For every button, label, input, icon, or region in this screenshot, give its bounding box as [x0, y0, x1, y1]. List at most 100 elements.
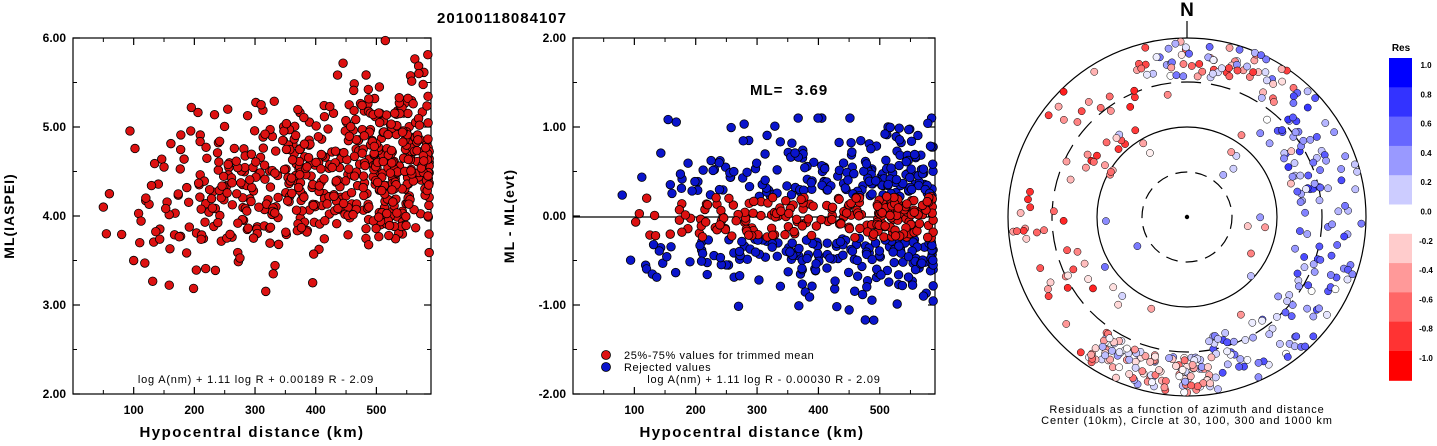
data-point: [387, 185, 397, 195]
trimmed-mean-point: [728, 200, 739, 210]
trimmed-mean-point: [841, 208, 852, 218]
station-point: [1217, 64, 1226, 73]
data-point: [343, 230, 353, 240]
data-point: [279, 164, 290, 175]
rejected-point: [772, 251, 782, 262]
data-point: [293, 182, 304, 193]
station-point: [1177, 50, 1186, 59]
trimmed-mean-point: [882, 191, 892, 202]
y-tick-label: 6.00: [43, 31, 67, 45]
station-point: [1187, 62, 1196, 70]
rejected-point: [928, 159, 938, 169]
y-tick-label: 2.00: [43, 387, 67, 401]
rejected-point: [785, 247, 795, 257]
data-point: [247, 182, 257, 193]
station-point: [1301, 342, 1310, 351]
data-point: [176, 130, 186, 140]
data-point: [307, 278, 318, 288]
station-point: [1249, 333, 1257, 342]
station-point: [1341, 152, 1350, 161]
station-point: [1022, 234, 1031, 243]
data-point: [384, 220, 395, 231]
y-tick-label: 1.00: [543, 120, 567, 134]
station-point: [1353, 167, 1361, 176]
station-point: [1310, 179, 1319, 188]
station-point: [1186, 372, 1195, 381]
station-point: [1261, 223, 1269, 232]
data-point: [273, 192, 283, 203]
data-point: [130, 143, 140, 154]
station-point: [1300, 263, 1309, 272]
rejected-point: [809, 157, 819, 168]
station-point: [1340, 232, 1349, 241]
station-point: [1293, 187, 1302, 196]
data-point: [265, 182, 276, 192]
data-point: [351, 114, 361, 125]
station-point: [1288, 301, 1297, 309]
station-point: [1105, 334, 1114, 343]
station-point: [1106, 107, 1115, 115]
data-point: [270, 208, 280, 218]
station-point: [1326, 271, 1335, 279]
station-point: [1309, 312, 1318, 321]
rejected-point: [894, 241, 904, 251]
legend-label-rejected: Rejected values: [624, 362, 711, 374]
data-point: [222, 188, 232, 198]
station-point: [1243, 356, 1252, 364]
station-point: [1225, 72, 1234, 81]
station-point: [1123, 344, 1131, 353]
rejected-point: [811, 259, 821, 269]
station-point: [1214, 385, 1222, 394]
data-point: [225, 229, 235, 240]
station-point: [1152, 53, 1161, 61]
station-point: [1303, 230, 1312, 238]
colorbar-cell: [1389, 233, 1412, 264]
station-point: [1303, 304, 1311, 313]
rejected-point: [807, 281, 817, 291]
station-point: [1073, 118, 1082, 126]
data-point: [200, 263, 211, 274]
x-tick-label: 300: [747, 403, 767, 417]
rejected-point: [901, 157, 911, 167]
station-point: [1064, 271, 1072, 280]
station-point: [1256, 129, 1265, 138]
rejected-point: [797, 263, 807, 274]
station-point: [1036, 264, 1045, 272]
data-point: [125, 126, 135, 136]
data-point: [423, 91, 433, 102]
station-point: [1280, 154, 1288, 163]
station-point: [1138, 367, 1147, 376]
rejected-point: [849, 169, 859, 179]
trimmed-mean-point: [850, 232, 860, 243]
x-axis-label: Hypocentral distance (km): [139, 424, 364, 441]
trimmed-mean-point: [811, 221, 822, 231]
data-point: [146, 180, 157, 191]
data-point: [349, 151, 360, 162]
y-axis-label: ML(IASPEI): [1, 173, 17, 258]
station-point: [1146, 149, 1154, 157]
data-point: [243, 223, 253, 233]
azimuth-distance-residual-map: N Residuals as a function of azimuth and…: [1007, 0, 1367, 427]
data-point: [206, 193, 217, 204]
station-point: [1257, 51, 1265, 60]
station-point: [1315, 304, 1323, 313]
station-point: [1300, 253, 1309, 261]
colorbar-cell: [1389, 292, 1412, 323]
station-point: [1303, 103, 1312, 112]
rejected-point: [738, 136, 748, 146]
data-point: [357, 100, 367, 111]
data-point: [322, 199, 332, 209]
event-title: 20100118084107: [437, 10, 567, 27]
ml-value: 3.69: [795, 82, 828, 99]
rejected-point: [888, 247, 898, 257]
station-point: [1209, 56, 1218, 64]
station-point: [1185, 49, 1193, 58]
rejected-point: [905, 172, 915, 183]
station-point: [1221, 329, 1230, 337]
rejected-point: [760, 175, 770, 185]
data-point: [273, 239, 284, 250]
station-point: [1233, 66, 1242, 75]
data-point: [265, 238, 275, 248]
rejected-point: [881, 155, 891, 166]
rejected-point: [838, 250, 848, 260]
